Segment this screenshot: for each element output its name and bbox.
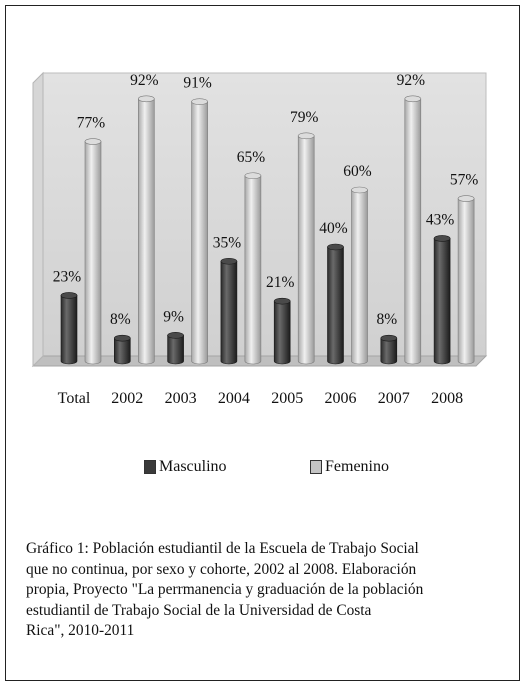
bar-femenino-2002 [138,95,155,365]
caption-line: Rica", 2010-2011 [26,622,135,639]
x-tick-label: 2004 [218,390,250,407]
bar-masculino-2002 [114,334,131,365]
x-tick-label: 2008 [431,390,463,407]
x-tick-label: 2002 [111,390,143,407]
data-label-femenino-Total: 77% [77,115,106,132]
x-tick-label: Total [58,390,91,407]
data-label-masculino-2006: 40% [319,220,348,237]
data-label-masculino-2008: 43% [426,211,455,228]
bar-femenino-Total [84,138,102,365]
data-label-masculino-2002: 8% [110,311,131,328]
bar-masculino-2004 [220,257,238,365]
bar-masculino-2006 [327,243,344,365]
x-tick-labels: Total 2002 2003 2004 2005 2006 2007 2008 [58,390,463,407]
bar-masculino-2003 [167,332,184,365]
data-label-femenino-2002: 92% [130,72,159,89]
data-label-masculino-2004: 35% [213,234,242,251]
bar-femenino-2005 [297,132,315,365]
data-label-masculino-2007: 8% [376,311,397,328]
bar-masculino-2005 [273,297,291,365]
bar-femenino-2007 [404,95,422,365]
bar-chart: 23% 77% 8% 92% 9% 91% 35% 65% 21% 79% 40% 60% 8% 92% 4… [31,71,488,407]
bar-femenino-2006 [351,186,368,365]
legend-label-femenino: Femenino [325,458,389,475]
bar-masculino-Total [60,292,78,365]
legend-swatch-masculino [144,460,156,474]
data-label-femenino-2005: 79% [290,109,319,126]
bar-femenino-2004 [244,172,262,365]
legend: Masculino Femenino [0,458,529,482]
data-label-masculino-2003: 9% [163,308,184,325]
data-label-femenino-2007: 92% [397,72,426,89]
labels-group: 23% 77% 8% 92% 9% 91% 35% 65% 21% 79% 40% 60% 8% 92% 4… [53,72,479,328]
data-label-femenino-2006: 60% [343,163,372,180]
x-tick-label: 2003 [165,390,197,407]
data-label-femenino-2003: 91% [183,75,212,92]
legend-item-femenino: Femenino [310,458,389,476]
x-tick-label: 2007 [378,390,410,407]
figure-caption: Gráfico 1: Población estudiantil de la E… [26,539,503,642]
bar-femenino-2008 [457,195,475,365]
bar-masculino-2007 [380,334,398,365]
data-label-masculino-2005: 21% [266,274,295,291]
caption-line: estudiantil de Trabajo Social de la Univ… [26,601,372,619]
caption-line: Gráfico 1: Población estudiantil de la E… [26,540,419,557]
bar-masculino-2008 [433,235,451,365]
legend-label-masculino: Masculino [159,458,227,475]
bar-femenino-2003 [191,98,208,365]
x-tick-label: 2005 [271,390,303,407]
bars-group [60,95,475,365]
legend-item-masculino: Masculino [144,458,227,476]
data-label-femenino-2008: 57% [450,172,479,189]
x-tick-label: 2006 [325,390,357,407]
data-label-femenino-2004: 65% [237,149,266,166]
caption-line: que no continua, por sexo y cohorte, 200… [26,560,417,578]
data-label-masculino-Total: 23% [53,268,82,285]
legend-swatch-femenino [310,460,322,474]
caption-line: propia, Proyecto "La perrmanencia y grad… [26,581,424,598]
